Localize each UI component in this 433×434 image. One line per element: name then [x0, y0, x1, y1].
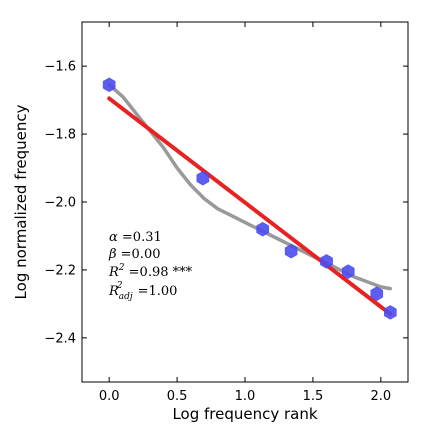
x-tick-label: 0.0 [99, 389, 120, 404]
stat-symbol: R [108, 265, 119, 280]
stat-line: R2 =0.98 *** [108, 263, 193, 280]
y-tick-label: −2.2 [44, 263, 76, 278]
y-axis-label: Log normalized frequency [12, 104, 30, 299]
fit-line [107, 96, 393, 317]
data-point [370, 286, 384, 301]
stat-superscript: 2 [116, 281, 123, 291]
stat-value: =0.00 [117, 247, 161, 262]
y-tick-label: −2.0 [44, 196, 76, 211]
data-point [284, 243, 298, 259]
series-layer [102, 77, 397, 320]
stat-line: α =0.31 [109, 230, 162, 245]
x-ticks: 0.0 0.5 1.0 1.5 2.0 [99, 22, 391, 404]
stat-line: Radj2 =1.00 [108, 281, 177, 302]
stat-value: =1.00 [133, 284, 177, 299]
y-ticks: −2.4 −2.2 −2.0 −1.8 −1.6 [44, 60, 408, 346]
stat-symbol: R [108, 284, 119, 299]
stat-superscript: 2 [118, 263, 125, 273]
data-point [196, 170, 210, 186]
stat-symbol: β [108, 247, 117, 262]
stat-value: =0.31 [118, 230, 162, 245]
data-point [341, 264, 355, 279]
y-tick-label: −1.6 [44, 60, 76, 75]
x-axis-label: Log frequency rank [172, 405, 317, 423]
data-point [256, 221, 269, 237]
data-point [102, 77, 116, 93]
x-tick-label: 2.0 [370, 389, 391, 404]
x-tick-label: 0.5 [167, 389, 188, 404]
x-tick-label: 1.0 [235, 389, 256, 404]
data-point [384, 305, 397, 320]
stat-subscript: adj [119, 292, 133, 302]
stat-line: β =0.00 [108, 247, 161, 262]
x-tick-label: 1.5 [303, 389, 324, 404]
stat-value: =0.98 *** [125, 265, 193, 280]
stat-symbol: α [109, 230, 118, 245]
y-tick-label: −1.8 [44, 128, 76, 143]
y-tick-label: −2.4 [44, 331, 76, 346]
data-point [320, 254, 333, 269]
